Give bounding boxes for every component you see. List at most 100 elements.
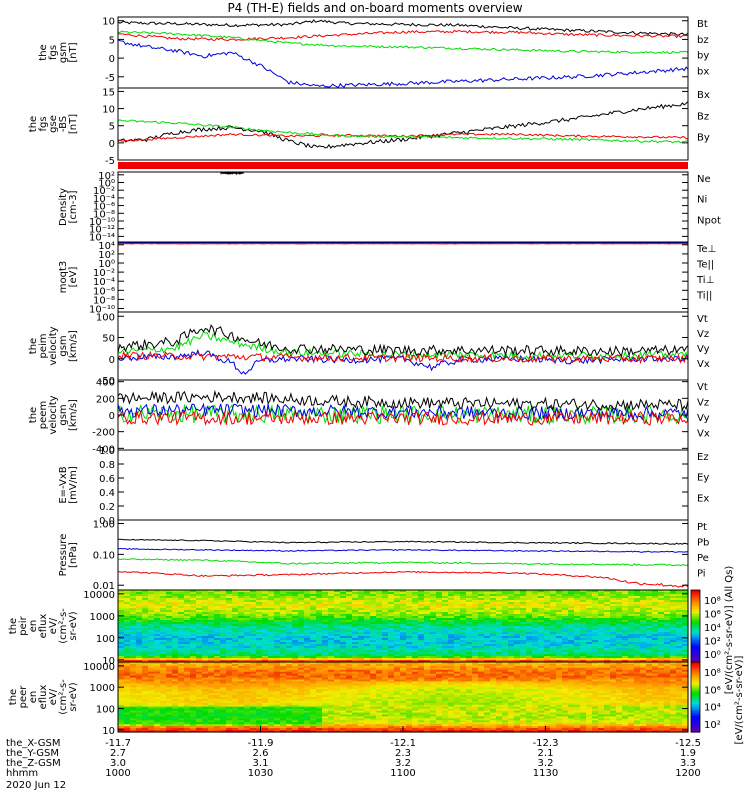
x-tick-label: -12.3 [533, 738, 559, 749]
series-line-Vx [117, 349, 689, 375]
series-line-Bt [117, 19, 689, 36]
y-tick-label: 10⁻¹² [89, 225, 115, 236]
y-axis-label: [mV/m] [68, 466, 79, 504]
y-axis-label: sr-eV) [68, 682, 79, 711]
x-tick-label: 2.7 [110, 748, 126, 759]
y-tick-label: 10⁻⁸ [93, 295, 115, 306]
colorbar-tick-label: 10⁶ [704, 685, 721, 696]
y-tick-label: 10 [102, 17, 115, 28]
y-tick-label: 10⁻¹⁰ [89, 305, 115, 316]
colorbar-tick-label: 10⁶ [704, 610, 721, 621]
series-line-Bx [117, 101, 689, 149]
colorbar-label: [eV/(cm²-s-sr-eV)] (All Qs) [724, 566, 735, 695]
panel-frame [117, 171, 689, 243]
y-tick-label: 0.10 [93, 550, 115, 561]
y-axis-label: (cm²-s- [58, 608, 69, 644]
legend-entry: Ex [697, 493, 709, 504]
y-axis-label: gsm [58, 404, 69, 425]
y-axis-label: sr-eV) [68, 611, 79, 640]
y-tick-label: -200 [92, 428, 115, 439]
colorbar: 10⁸ 10⁶ 10⁴ 10² 10⁰ [690, 589, 721, 663]
y-tick-label: 0.0 [99, 516, 115, 527]
y-tick-label: 10000 [83, 662, 115, 673]
panel-frame [117, 519, 689, 591]
separator-bar [118, 162, 688, 169]
y-axis-label: moqt3 [58, 261, 69, 294]
legend-entry: Pb [697, 538, 709, 549]
y-tick-label: 10⁻⁴ [93, 194, 115, 205]
y-tick-label: 10⁻¹⁰ [89, 217, 115, 228]
series-line-Vx [117, 402, 689, 422]
panel-7: 1.0 0.8 0.6 0.4 0.2 0.0 E=-VxB [mV/m] Ez Ey Ex [58, 446, 709, 527]
x-tick-label: 2.1 [538, 748, 554, 759]
y-tick-label: 0.01 [93, 581, 115, 592]
y-tick-label: 1000 [90, 612, 115, 623]
legend-entry: Ti|| [696, 291, 712, 302]
panel-9: 10⁸ 10⁶ 10⁴ 10² 10⁰ 10000 1000 100 10 the peir en ef… [8, 589, 721, 667]
y-axis-label: peir [18, 615, 29, 635]
legend-entry: Vz [697, 398, 709, 409]
y-axis-label: Density [58, 188, 69, 226]
y-tick-label: 1.00 [93, 520, 115, 531]
legend-entry: Vx [697, 429, 710, 440]
y-tick-label: 5 [109, 122, 115, 133]
colorbar-tick-label: 10² [704, 720, 721, 731]
y-axis-label: peim [38, 333, 49, 358]
y-axis-label: the [8, 618, 19, 634]
y-axis-label: -BS [58, 116, 69, 132]
x-tick-label: 3.2 [395, 758, 411, 769]
y-axis-label: velocity [48, 326, 59, 365]
date-label: 2020 Jun 12 [6, 780, 66, 791]
spectrogram [118, 590, 689, 663]
x-tick-label: 3.1 [253, 758, 269, 769]
panel-frame [117, 311, 689, 381]
y-tick-label: 10⁻⁸ [93, 209, 115, 220]
y-tick-label: 10 [102, 105, 115, 116]
legend-entry: Vt [697, 382, 708, 393]
series-line-Ni [220, 171, 244, 176]
legend-entry: Bx [697, 90, 710, 101]
colorbar: 10⁸ 10⁶ 10⁴ 10² [690, 661, 721, 733]
y-tick-label: 10⁻⁴ [93, 277, 115, 288]
y-axis-label: the [28, 338, 39, 354]
y-tick-label: 0.2 [99, 502, 115, 513]
legend-entry: Pi [697, 569, 706, 580]
series-line-Bz [117, 132, 689, 142]
panel-10: 10⁸ 10⁶ 10⁴ 10² 10000 1000 100 10 the peer en eflux… [8, 661, 721, 737]
legend-entry: Pt [697, 522, 707, 533]
legend-entry: bz [697, 35, 709, 46]
panel-frame [117, 241, 689, 313]
x-tick-label: -11.9 [248, 738, 274, 749]
panel-8: 1.00 0.10 0.01 Pressure [nPa] Pt Pb Pe Pi [58, 519, 709, 592]
y-axis-label: gse [48, 115, 59, 133]
x-tick-label: -11.7 [105, 738, 131, 749]
x-axis-row-label: the_Z-GSM [6, 758, 61, 769]
legend-entry: Ey [697, 473, 709, 484]
y-tick-label: 10 [102, 726, 115, 737]
y-axis-label: E=-VxB [58, 466, 69, 503]
y-axis-label: en [28, 691, 39, 704]
colorbar-tick-label: 10² [704, 637, 721, 648]
x-tick-label: 3.0 [110, 758, 126, 769]
y-axis-label: the [28, 116, 39, 132]
y-tick-label: 50 [102, 334, 115, 345]
colorbar-tick-label: 10⁸ [704, 596, 721, 607]
y-axis-label: gsm [58, 42, 69, 63]
y-tick-label: 10⁴ [98, 241, 115, 252]
x-axis-row-label: hhmm [6, 768, 38, 779]
y-tick-label: -5 [105, 73, 115, 84]
y-tick-label: 10² [98, 250, 115, 261]
y-tick-label: 200 [96, 394, 115, 405]
legend-entry: Te⊥ [696, 244, 716, 255]
y-axis-label: the [38, 44, 49, 60]
series-line-Te⊥ [117, 242, 689, 245]
series-line-Pi [117, 548, 689, 553]
series-line-Vz [117, 350, 689, 365]
x-tick-label: 1100 [390, 768, 415, 779]
y-axis-label: eflux [38, 685, 49, 710]
y-tick-label: -400 [92, 444, 115, 455]
x-tick-label: 1200 [675, 768, 700, 779]
legend-entry: Pe [697, 553, 709, 564]
